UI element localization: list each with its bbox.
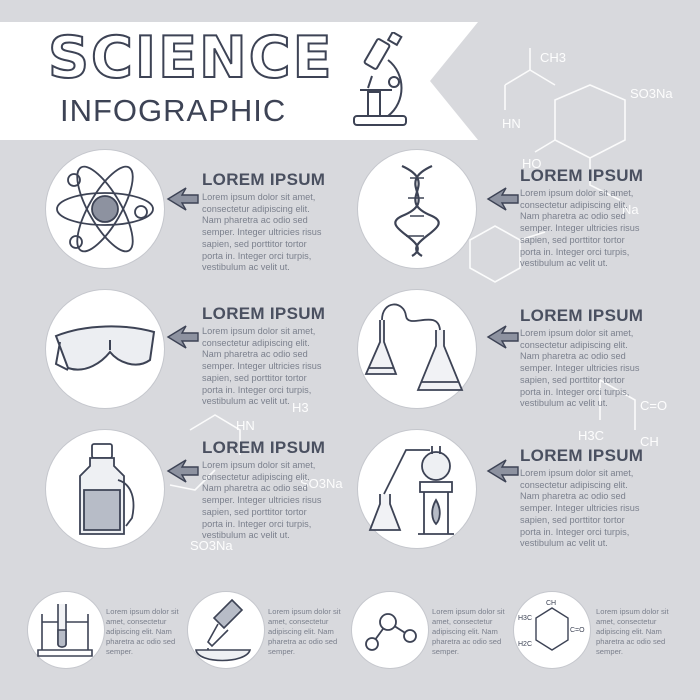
arrow-left-icon	[166, 325, 199, 349]
arrow-left-icon	[166, 459, 199, 483]
atom-circle	[46, 150, 164, 268]
distillation-circle	[358, 430, 476, 548]
item-title: LOREM IPSUM	[202, 304, 326, 323]
arrow-left-icon	[486, 459, 519, 483]
item-body: Lorem ipsum dolor sit amet, consectetur …	[520, 468, 640, 549]
molecule-icon	[365, 613, 417, 651]
test-tube-icon	[37, 604, 93, 657]
dna-circle	[358, 150, 476, 268]
bottle-circle	[46, 430, 164, 548]
dna-icon	[394, 164, 440, 257]
hexagon-formula-label: H3C	[518, 615, 532, 622]
small-item-text: Lorem ipsum dolor sit amet, consectetur …	[268, 607, 341, 656]
hexagon-circle: CH H3C C=O H2C	[514, 592, 590, 668]
formula-hn-2: HN	[236, 418, 255, 433]
arrow-left-icon	[486, 325, 519, 349]
item-title: LOREM IPSUM	[520, 306, 644, 325]
goggles-circle	[46, 290, 164, 408]
small-item-text: Lorem ipsum dolor sit amet, consectetur …	[596, 607, 669, 656]
flasks-circle	[358, 290, 476, 408]
microscope-icon	[353, 32, 407, 126]
item-body: Lorem ipsum dolor sit amet, consectetur …	[520, 188, 640, 269]
item-title: LOREM IPSUM	[202, 170, 326, 189]
arrow-left-icon	[486, 187, 519, 211]
small-item-text: Lorem ipsum dolor sit amet, consectetur …	[106, 607, 179, 656]
distillation-icon	[368, 446, 454, 535]
header-banner	[0, 22, 478, 140]
item-title: LOREM IPSUM	[520, 446, 644, 465]
hexagon-formula-label: C=O	[570, 627, 585, 634]
item-title: LOREM IPSUM	[202, 438, 326, 457]
safety-goggles-icon	[54, 325, 156, 371]
hexagon-formula-label: CH	[546, 600, 556, 607]
arrow-left-icon	[166, 187, 199, 211]
connected-flasks-icon	[364, 303, 464, 391]
hexagon-formula-icon: CH H3C C=O H2C	[518, 600, 585, 651]
item-body: Lorem ipsum dolor sit amet, consectetur …	[202, 460, 322, 541]
page-title: SCIENCE	[47, 25, 334, 91]
small-item-text: Lorem ipsum dolor sit amet, consectetur …	[432, 607, 505, 656]
item-body: Lorem ipsum dolor sit amet, consectetur …	[202, 192, 322, 273]
pipette-icon	[195, 598, 252, 662]
item-body: Lorem ipsum dolor sit amet, consectetur …	[202, 326, 322, 407]
item-title: LOREM IPSUM	[520, 166, 644, 185]
hexagon-formula-label: H2C	[518, 641, 532, 648]
page-subtitle: INFOGRAPHIC	[60, 93, 287, 128]
pipette-circle	[188, 592, 264, 668]
item-body: Lorem ipsum dolor sit amet, consectetur …	[520, 328, 640, 409]
formula-h3c: H3C	[578, 428, 604, 443]
bottle-icon	[79, 443, 135, 535]
atom-icon	[56, 165, 154, 253]
test-tube-circle	[28, 592, 104, 668]
molecule-circle	[352, 592, 428, 668]
